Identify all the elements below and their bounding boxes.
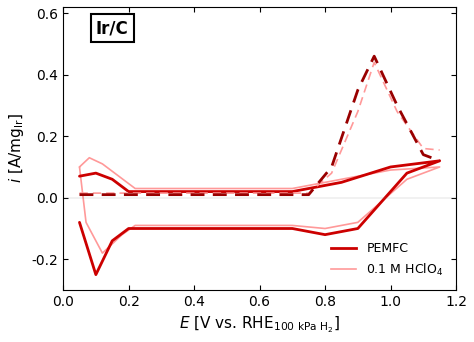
Legend: PEMFC, 0.1 M HClO$_4$: PEMFC, 0.1 M HClO$_4$: [325, 236, 450, 284]
Text: Ir/C: Ir/C: [96, 19, 128, 37]
X-axis label: $E$ [V vs. RHE$_{\mathregular{100\ kPa\ H_2}}$]: $E$ [V vs. RHE$_{\mathregular{100\ kPa\ …: [179, 314, 340, 335]
Y-axis label: $i$ [A/mg$_{\mathregular{Ir}}$]: $i$ [A/mg$_{\mathregular{Ir}}$]: [7, 114, 26, 184]
